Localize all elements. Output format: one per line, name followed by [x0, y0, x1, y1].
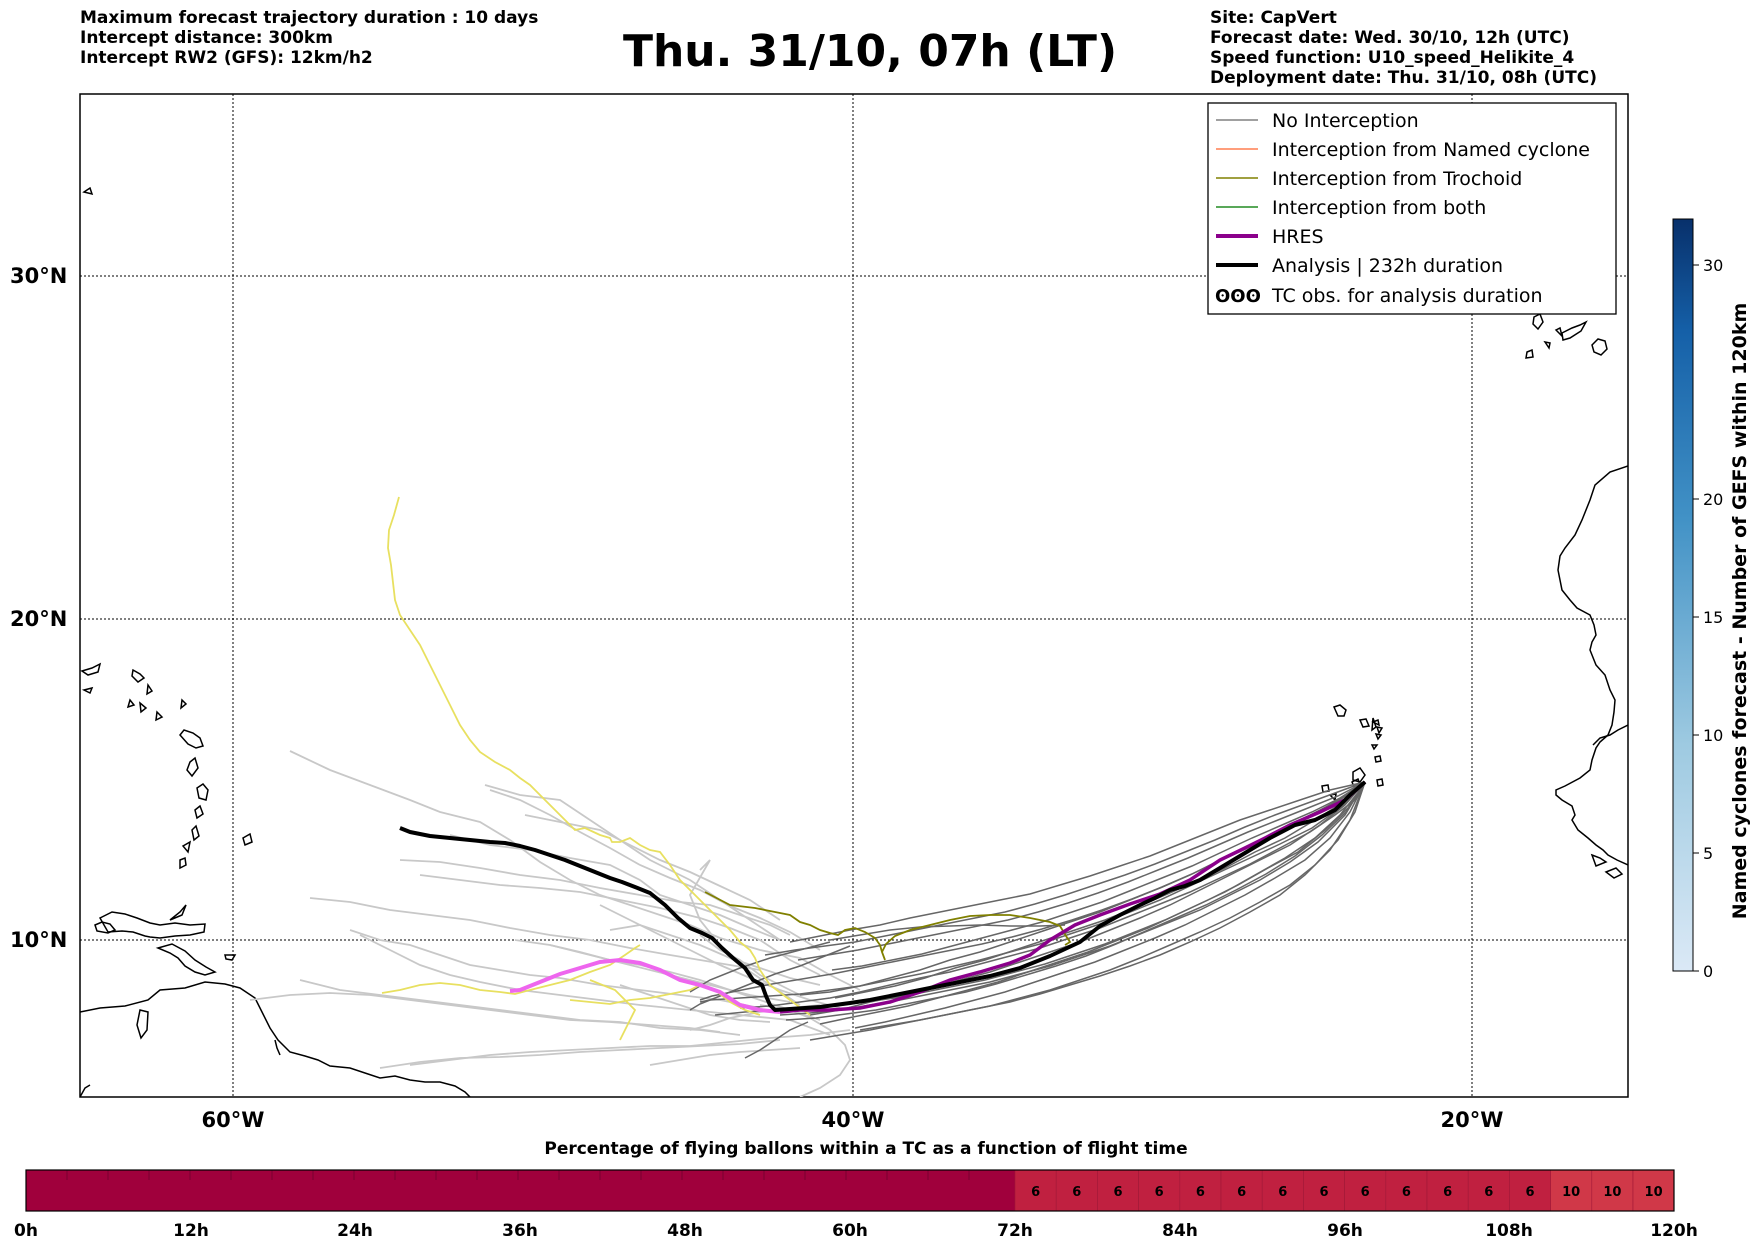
header-site: Site: CapVert: [1210, 8, 1337, 28]
lon-labels: 60°W 40°W 20°W: [202, 1108, 1504, 1132]
bottom-bar-cell: [1261, 1169, 1304, 1212]
hres-track-early: [509, 957, 781, 1014]
legend: ʘʘʘ No Interception Interception from Na…: [1207, 102, 1617, 315]
bottom-bar-cell: [1138, 1169, 1181, 1212]
bottom-bar-zero-segment: [26, 1170, 1016, 1211]
bottom-tick-12h: 12h: [173, 1221, 209, 1241]
trajectory-trochoid: [704, 891, 1072, 961]
bottom-tick-36h: 36h: [502, 1221, 538, 1241]
header-forecast-date: Forecast date: Wed. 30/10, 12h (UTC): [1210, 28, 1570, 48]
header-left-info: Maximum forecast trajectory duration : 1…: [80, 8, 538, 68]
colorbar-tick-0: 0: [1703, 962, 1713, 981]
trajectories-light: [249, 750, 861, 1097]
bottom-bar-cell: [1632, 1169, 1675, 1212]
bottom-tick-72h: 72h: [997, 1221, 1033, 1241]
bottom-bar-cell-value: 6: [1113, 1185, 1122, 1200]
bottom-bar-cell: [1467, 1169, 1510, 1212]
header-speed-function: Speed function: U10_speed_Helikite_4: [1210, 48, 1575, 68]
lat-label-30: 30°N: [10, 264, 67, 288]
legend-label-tc-obs: TC obs. for analysis duration: [1271, 285, 1543, 307]
colorbar-tick-20: 20: [1703, 490, 1723, 509]
bottom-bar-cell-value: 6: [1402, 1185, 1411, 1200]
header-intercept-rw2: Intercept RW2 (GFS): 12km/h2: [80, 48, 373, 68]
lat-labels: 30°N 20°N 10°N: [10, 264, 67, 952]
lat-label-10: 10°N: [10, 928, 67, 952]
lon-label-60w: 60°W: [202, 1108, 265, 1132]
header-right-info: Site: CapVert Forecast date: Wed. 30/10,…: [1210, 8, 1597, 88]
lat-label-20: 20°N: [10, 607, 67, 631]
bottom-bar-cell: [1426, 1169, 1469, 1212]
bottom-bar-cell-value: 6: [1155, 1185, 1164, 1200]
header-max-duration: Maximum forecast trajectory duration : 1…: [80, 8, 539, 28]
bottom-bar-cell-value: 6: [1072, 1185, 1081, 1200]
bottom-bar-cell-value: 10: [1645, 1185, 1663, 1200]
bottom-tick-84h: 84h: [1162, 1221, 1198, 1241]
bottom-tick-120h: 120h: [1650, 1221, 1698, 1241]
bottom-bar-cell-value: 6: [1278, 1185, 1287, 1200]
lon-label-40w: 40°W: [822, 1108, 885, 1132]
bottom-bar-cell-value: 6: [1319, 1185, 1328, 1200]
colorbar-right: 0 5 10 15 20 30 Named cyclones forecast …: [1672, 218, 1751, 981]
bottom-bar: Percentage of flying ballons within a TC…: [14, 1139, 1698, 1241]
bottom-bar-cells: 6 6 6 6 6 6 6 6 6 6 6 6 6 10 10 10: [1014, 1169, 1675, 1212]
page-title: Thu. 31/10, 07h (LT): [622, 26, 1118, 77]
colorbar-tick-5: 5: [1703, 844, 1713, 863]
bottom-bar-cell: [1097, 1169, 1139, 1212]
bottom-bar-cell: [1055, 1169, 1098, 1212]
bottom-tick-24h: 24h: [337, 1221, 373, 1241]
bottom-tick-108h: 108h: [1485, 1221, 1533, 1241]
bottom-bar-cell-value: 6: [1237, 1185, 1246, 1200]
trajectories-no-interception: [689, 781, 1366, 1059]
bottom-bar-cell-value: 6: [1443, 1185, 1452, 1200]
bottom-tick-0h: 0h: [14, 1221, 38, 1241]
bottom-bar-cell: [1303, 1169, 1345, 1212]
bottom-bar-frame: [25, 1169, 1675, 1212]
coastlines: [80, 186, 1628, 1097]
legend-tc-obs-icon: ʘʘʘ: [1215, 286, 1261, 307]
bottom-tick-96h: 96h: [1327, 1221, 1363, 1241]
legend-label-no-interception: No Interception: [1272, 110, 1419, 132]
bottom-bar-cell-value: 10: [1562, 1185, 1580, 1200]
lon-label-20w: 20°W: [1441, 1108, 1504, 1132]
colorbar-tick-10: 10: [1703, 726, 1723, 745]
bottom-bar-cell-value: 6: [1361, 1185, 1370, 1200]
legend-label-hres: HRES: [1272, 226, 1324, 248]
bottom-tick-60h: 60h: [832, 1221, 868, 1241]
bottom-bar-cell-value: 10: [1603, 1185, 1621, 1200]
bottom-tick-48h: 48h: [667, 1221, 703, 1241]
legend-label-named: Interception from Named cyclone: [1272, 139, 1590, 161]
hres-track: [779, 780, 1367, 1014]
header-intercept-distance: Intercept distance: 300km: [80, 28, 333, 48]
colorbar-tick-30: 30: [1703, 256, 1723, 275]
legend-label-analysis: Analysis | 232h duration: [1272, 255, 1503, 277]
bottom-bar-title: Percentage of flying ballons within a TC…: [544, 1139, 1187, 1159]
colorbar-label: Named cyclones forecast - Number of GEFS…: [1729, 303, 1751, 920]
bottom-bar-cell-value: 6: [1525, 1185, 1534, 1200]
analysis-track-main: [399, 780, 1367, 1012]
bottom-bar-cell-value: 6: [1196, 1185, 1205, 1200]
bottom-bar-cell-value: 6: [1484, 1185, 1493, 1200]
bottom-bar-cell: [1385, 1169, 1428, 1212]
bottom-bar-cell-value: 6: [1031, 1185, 1040, 1200]
colorbar-tick-15: 15: [1703, 608, 1723, 627]
bottom-bar-ticks: 0h 12h 24h 36h 48h 60h 72h 84h 96h 108h …: [14, 1221, 1698, 1241]
bottom-bar-zero-ticks: [66, 1170, 970, 1180]
legend-label-both: Interception from both: [1272, 197, 1486, 219]
map-gridlines: [80, 94, 1628, 1097]
header-deployment-date: Deployment date: Thu. 31/10, 08h (UTC): [1210, 68, 1597, 88]
legend-label-trochoid: Interception from Trochoid: [1272, 168, 1522, 190]
